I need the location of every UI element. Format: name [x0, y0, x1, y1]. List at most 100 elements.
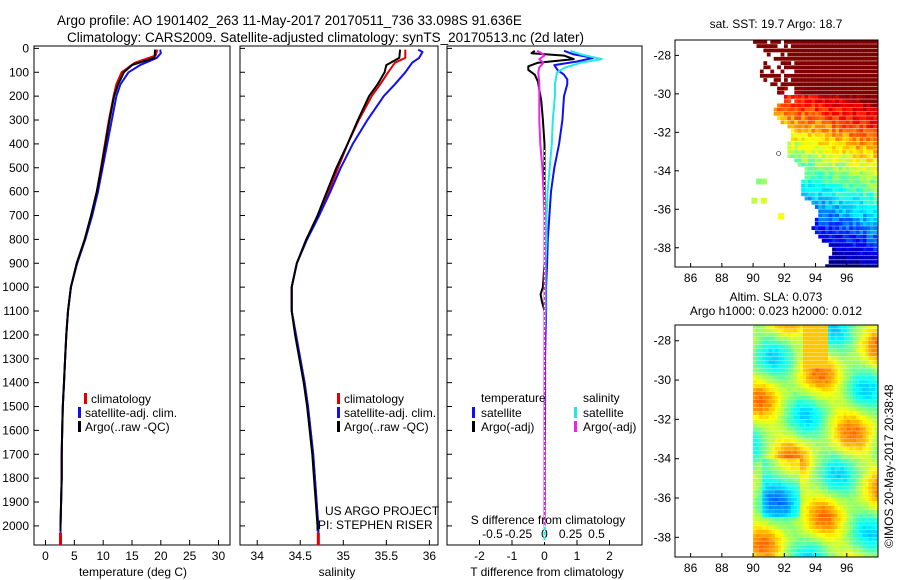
sst-cell: [821, 213, 826, 218]
sst-cell: [839, 137, 843, 142]
sst-cell: [845, 86, 850, 91]
sst-cell: [780, 120, 785, 125]
sla-cell: [812, 364, 816, 368]
sst-cell: [866, 234, 871, 239]
sst-cell: [876, 128, 878, 133]
sla-cell: [799, 423, 804, 427]
sst-cell: [873, 209, 878, 214]
depth-tick-label: 800: [9, 232, 29, 246]
sla-cell: [837, 435, 841, 439]
sla-cell: [796, 380, 801, 384]
sla-cell: [762, 482, 766, 486]
sla-cell: [774, 407, 779, 412]
sst-cell: [760, 178, 767, 185]
sst-cell: [832, 111, 836, 116]
sla-cell: [762, 513, 766, 518]
sla-cell: [856, 403, 860, 408]
sla-cell: [828, 490, 832, 494]
sla-cell: [790, 395, 795, 400]
sst-cell: [818, 196, 823, 201]
sst-cell: [804, 52, 809, 57]
sla-cell: [812, 340, 816, 345]
sla-cell: [771, 380, 776, 384]
sst-cell: [794, 154, 799, 159]
sst-cell: [852, 243, 857, 247]
sla-cell: [790, 431, 795, 435]
sla-cell: [862, 407, 866, 412]
sst-cell: [842, 52, 847, 57]
sst-cell: [821, 230, 826, 235]
sla-cell: [862, 352, 866, 357]
sla-cell: [831, 458, 835, 463]
sla-cell: [865, 340, 870, 345]
sla-cell: [784, 364, 788, 368]
sla-cell: [818, 450, 823, 455]
sla-cell: [821, 478, 826, 482]
sla-cell: [853, 541, 857, 545]
sla-cell: [831, 509, 835, 514]
depth-tick-label: 1300: [2, 352, 29, 366]
sla-cell: [762, 470, 766, 475]
sst-cell: [828, 222, 833, 226]
sst-cell: [845, 69, 850, 74]
sla-cell: [799, 364, 804, 368]
sst-cell: [845, 48, 850, 53]
sla-cell: [774, 427, 779, 431]
sst-cell: [825, 52, 829, 57]
sst-cell: [814, 200, 819, 205]
sla-cell: [796, 553, 801, 557]
sst-cell: [825, 90, 829, 95]
sst-cell: [804, 69, 809, 74]
sla-cell: [799, 486, 804, 490]
sla-cell: [859, 478, 863, 482]
sla-cell: [865, 356, 870, 361]
sla-cell: [862, 364, 866, 368]
sla-cell: [756, 427, 760, 431]
sst-cell: [845, 56, 850, 61]
sst-cell: [811, 116, 816, 120]
sla-cell: [868, 391, 873, 396]
sst-cell: [828, 120, 833, 125]
sst-cell: [773, 107, 778, 112]
lat-tick-label: -36: [654, 202, 672, 216]
sla-cell: [787, 533, 791, 537]
sla-cell: [753, 427, 757, 431]
sla-cell: [846, 356, 851, 361]
sla-cell: [799, 490, 804, 494]
sst-cell: [818, 234, 823, 239]
sla-cell: [815, 364, 820, 368]
sla-cell: [753, 376, 757, 380]
sla-cell: [781, 411, 785, 416]
sla-cell: [856, 446, 860, 451]
sla-cell: [771, 474, 776, 478]
sst-cell: [873, 78, 878, 82]
sst-cell: [814, 205, 819, 209]
sst-cell: [825, 124, 829, 129]
sla-cell: [862, 344, 866, 349]
legend-swatch-argo: [337, 421, 340, 432]
sla-cell: [774, 509, 779, 514]
sst-cell: [839, 179, 843, 184]
sla-cell: [812, 348, 816, 353]
sst-cell: [839, 103, 843, 108]
sla-cell: [793, 446, 798, 451]
sst-cell: [756, 44, 761, 48]
sst-cell: [863, 116, 867, 120]
sla-cell: [818, 384, 823, 388]
sla-cell: [859, 427, 863, 431]
sla-cell: [771, 411, 776, 416]
sst-cell: [842, 183, 847, 188]
sla-cell: [868, 553, 873, 557]
sla-cell: [821, 545, 826, 549]
sla-cell: [843, 380, 848, 384]
depth-tick-label: 200: [9, 89, 29, 103]
sst-cell: [863, 52, 867, 57]
sst-cell: [859, 65, 864, 70]
sst-cell: [876, 69, 878, 74]
lon-tick-label: 92: [778, 561, 792, 575]
sla-cell: [865, 494, 870, 498]
sla-cell: [868, 521, 873, 526]
sla-cell: [768, 470, 773, 475]
sla-cell: [793, 348, 798, 353]
sst-cell: [811, 90, 816, 95]
